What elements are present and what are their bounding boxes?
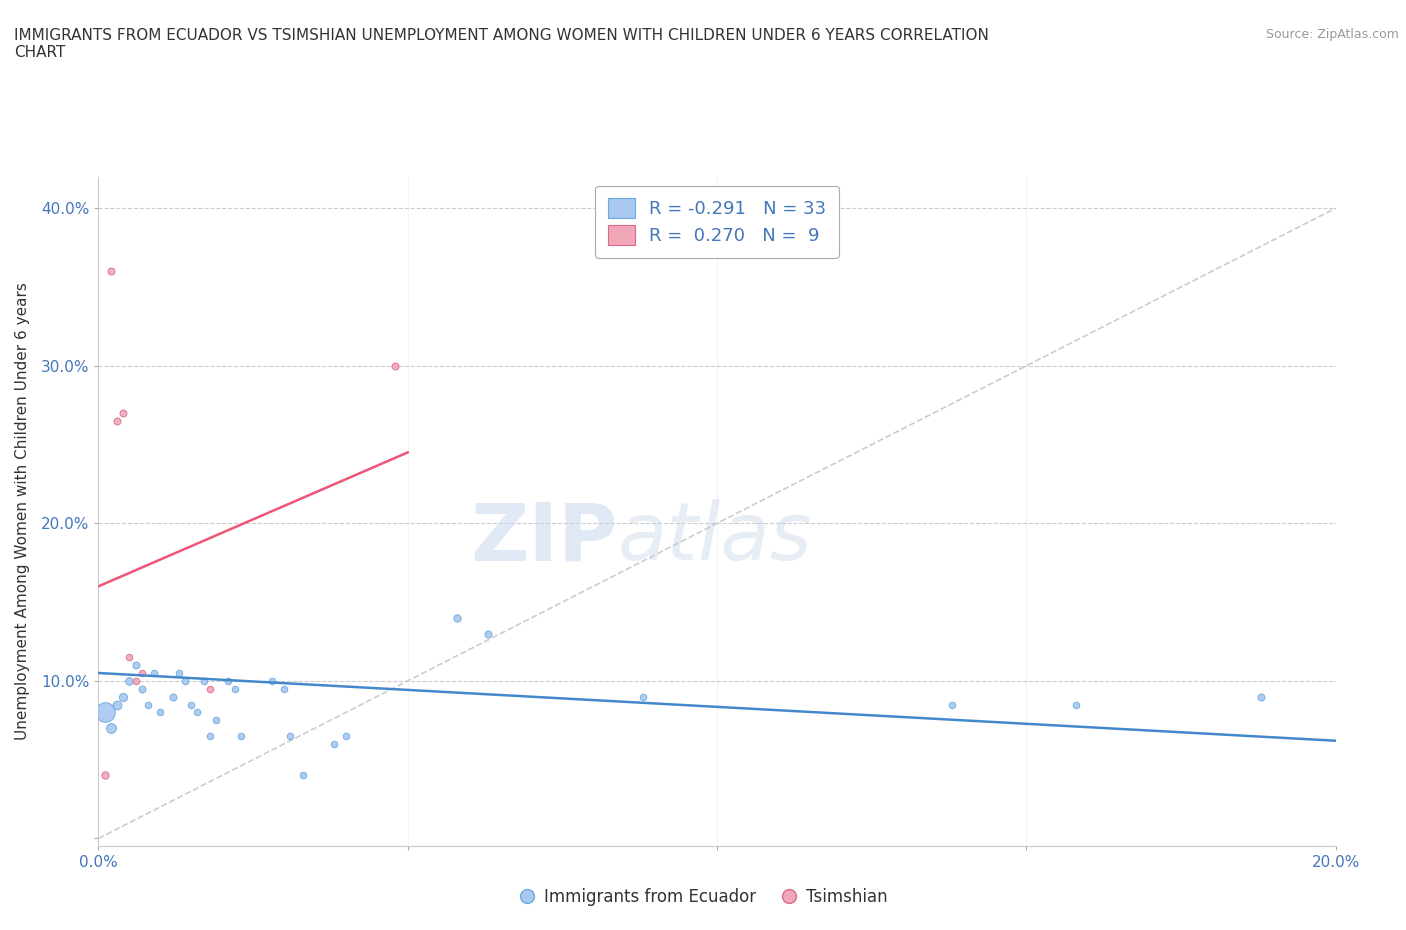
Text: ZIP: ZIP [471,499,619,578]
Text: Source: ZipAtlas.com: Source: ZipAtlas.com [1265,28,1399,41]
Point [100,721,122,736]
Point [124,673,146,688]
Point [131,666,153,681]
Point [131,682,153,697]
Point [631,689,654,704]
Point [477,626,499,641]
Point [93,768,115,783]
Point [384,358,406,373]
Point [162,689,184,704]
Point [941,698,963,712]
Point [105,698,128,712]
Point [446,610,468,625]
Point [149,705,172,720]
Point [112,405,135,420]
Point [1064,698,1087,712]
Point [278,728,301,743]
Point [224,682,246,697]
Point [322,737,344,751]
Point [118,650,141,665]
Point [198,682,221,697]
Point [217,673,239,688]
Point [335,728,357,743]
Point [112,689,135,704]
Point [93,705,115,720]
Point [229,728,252,743]
Point [1250,689,1272,704]
Point [205,712,228,727]
Text: atlas: atlas [619,499,813,578]
Legend: R = -0.291   N = 33, R =  0.270   N =  9: R = -0.291 N = 33, R = 0.270 N = 9 [595,186,839,258]
Y-axis label: Unemployment Among Women with Children Under 6 years: Unemployment Among Women with Children U… [15,283,30,740]
Legend: Immigrants from Ecuador, Tsimshian: Immigrants from Ecuador, Tsimshian [512,881,894,912]
Text: IMMIGRANTS FROM ECUADOR VS TSIMSHIAN UNEMPLOYMENT AMONG WOMEN WITH CHILDREN UNDE: IMMIGRANTS FROM ECUADOR VS TSIMSHIAN UNE… [14,28,988,60]
Point [198,728,221,743]
Point [291,768,314,783]
Point [143,666,166,681]
Point [174,673,197,688]
Point [167,666,190,681]
Point [118,673,141,688]
Point [100,264,122,279]
Point [186,705,208,720]
Point [136,698,159,712]
Point [273,682,295,697]
Point [180,698,202,712]
Point [105,414,128,429]
Point [193,673,215,688]
Point [260,673,283,688]
Point [124,658,146,672]
